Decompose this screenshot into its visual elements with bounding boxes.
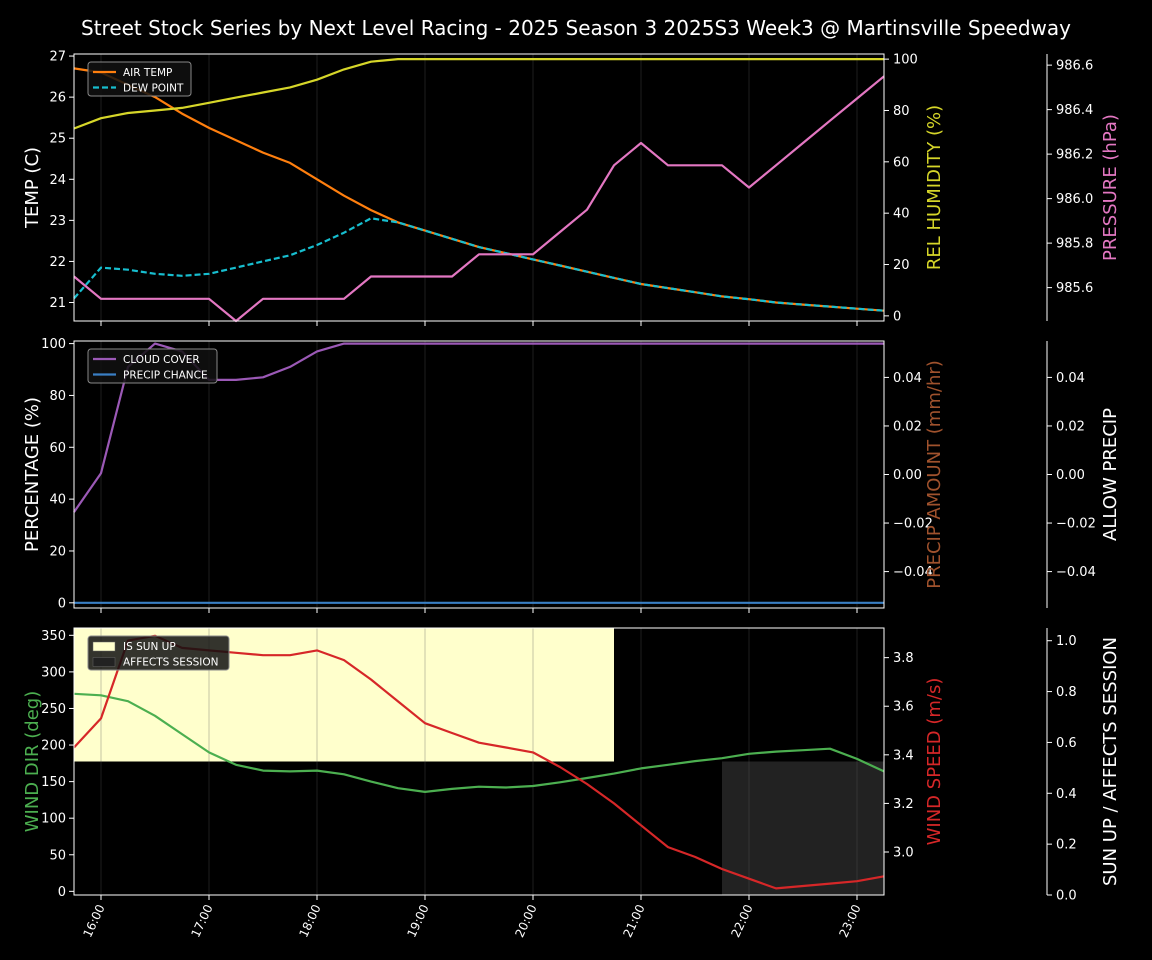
right-tick-label: 0.02 xyxy=(1056,419,1085,434)
y-tick-label: 200 xyxy=(41,739,66,754)
y-axis-label: WIND DIR (deg) xyxy=(22,691,43,833)
right-tick-label: 985.6 xyxy=(1056,281,1093,296)
right-tick-label: 3.8 xyxy=(893,651,914,666)
y-tick-label: 27 xyxy=(49,50,66,65)
y-tick-label: 40 xyxy=(49,493,66,508)
plot-frame xyxy=(73,627,885,896)
right-tick-label: 80 xyxy=(893,104,910,119)
y-tick-label: 26 xyxy=(49,91,66,106)
right-axis-label: WIND SPEED (m/s) xyxy=(924,678,945,846)
right-tick-label: 0.04 xyxy=(893,371,922,386)
right-axis-label: SUN UP / AFFECTS SESSION xyxy=(1100,637,1121,886)
right-tick-label: 20 xyxy=(893,258,910,273)
y-tick-label: 24 xyxy=(49,173,66,188)
y-tick-label: 60 xyxy=(49,441,66,456)
legend-label: AFFECTS SESSION xyxy=(123,657,219,669)
y-tick-label: 350 xyxy=(41,629,66,644)
legend-label: PRECIP CHANCE xyxy=(123,370,208,382)
y-tick-label: 150 xyxy=(41,775,66,790)
legend-box xyxy=(87,348,218,384)
plot-frame xyxy=(73,53,885,322)
legend: AIR TEMP DEW POINT xyxy=(87,61,192,97)
right-tick-label: 986.0 xyxy=(1056,192,1093,207)
right-tick-label: 0.8 xyxy=(1056,685,1077,700)
right-tick-label: −0.04 xyxy=(1056,565,1096,580)
right-tick-label: −0.04 xyxy=(893,565,933,580)
right-tick-label: −0.02 xyxy=(1056,517,1096,532)
y-tick-label: 100 xyxy=(41,812,66,827)
right-tick-label: 0.04 xyxy=(1056,371,1085,386)
panel-wind: 0 50 100 150 200 250 300 350 WIND DIR (deg) 3.0 3.… xyxy=(22,627,1121,940)
right-tick-label: 0.00 xyxy=(893,468,922,483)
right-tick-label: 100 xyxy=(893,53,918,68)
series-line-wind-dir xyxy=(73,692,885,794)
panel-precipitation: 0 20 40 60 80 100 PERCENTAGE (%) −0.04 −0.02 0.00… xyxy=(22,337,1121,613)
right-tick-label: 40 xyxy=(893,207,910,222)
y-axis-label: PERCENTAGE (%) xyxy=(22,397,43,552)
legend-label: DEW POINT xyxy=(123,83,184,95)
y-tick-label: 23 xyxy=(49,214,66,229)
right-tick-label: 986.6 xyxy=(1056,59,1093,74)
right-tick-label: 3.4 xyxy=(893,748,914,763)
y-tick-label: 21 xyxy=(49,296,66,311)
y-tick-label: 20 xyxy=(49,544,66,559)
right-tick-label: 986.2 xyxy=(1056,148,1093,163)
right-tick-label: 3.0 xyxy=(893,845,914,860)
y-tick-label: 250 xyxy=(41,702,66,717)
right-tick-label: 986.4 xyxy=(1056,103,1093,118)
y-tick-label: 22 xyxy=(49,255,66,270)
y-tick-label: 50 xyxy=(49,848,66,863)
right-axis-label: PRESSURE (hPa) xyxy=(1100,114,1121,261)
y-axis-label: TEMP (C) xyxy=(22,147,43,229)
right-tick-label: 0.4 xyxy=(1056,787,1077,802)
right-axis-label: REL HUMIDITY (%) xyxy=(924,105,945,270)
y-tick-label: 300 xyxy=(41,665,66,680)
right-tick-label: 0.00 xyxy=(1056,468,1085,483)
right-tick-label: 3.6 xyxy=(893,700,914,715)
y-tick-label: 0 xyxy=(58,596,66,611)
right-tick-label: 1.0 xyxy=(1056,634,1077,649)
legend-swatch xyxy=(92,641,116,652)
span-affects-session xyxy=(722,761,884,895)
panel-temperature: 21 22 23 24 25 26 27 TEMP (C) 0 20 40 60 80 100 REL HU… xyxy=(22,50,1121,326)
right-tick-label: 3.2 xyxy=(893,797,914,812)
right-tick-label: 0 xyxy=(893,309,901,324)
legend-swatch xyxy=(92,657,116,667)
right-tick-label: 0.2 xyxy=(1056,838,1077,853)
legend: IS SUN UP AFFECTS SESSION xyxy=(87,635,230,671)
right-tick-label: 0.6 xyxy=(1056,736,1077,751)
right-tick-label: 985.8 xyxy=(1056,237,1093,252)
right-tick-label: 60 xyxy=(893,155,910,170)
right-tick-label: 0.02 xyxy=(893,419,922,434)
legend: CLOUD COVER PRECIP CHANCE xyxy=(87,348,218,384)
legend-box xyxy=(87,635,230,671)
series-line-dew-point xyxy=(73,217,885,312)
chart-panels: 21 22 23 24 25 26 27 TEMP (C) 0 20 40 60 80 100 REL HU… xyxy=(22,50,1121,940)
legend-label: IS SUN UP xyxy=(123,641,176,653)
series-line-pressure xyxy=(73,75,885,323)
legend-label: AIR TEMP xyxy=(123,67,172,79)
legend-label: CLOUD COVER xyxy=(123,354,200,366)
chart-title: Street Stock Series by Next Level Racing… xyxy=(81,16,1071,40)
right-axis-label: ALLOW PRECIP xyxy=(1100,408,1121,541)
right-axis-label: PRECIP AMOUNT (mm/hr) xyxy=(924,360,945,589)
series-line-rel-humidity xyxy=(73,57,884,130)
y-tick-label: 100 xyxy=(41,337,66,352)
right-tick-label: 0.0 xyxy=(1056,889,1077,904)
y-tick-label: 0 xyxy=(58,885,66,900)
y-tick-label: 25 xyxy=(49,132,66,147)
y-tick-label: 80 xyxy=(49,389,66,404)
right-tick-label: −0.02 xyxy=(893,517,933,532)
